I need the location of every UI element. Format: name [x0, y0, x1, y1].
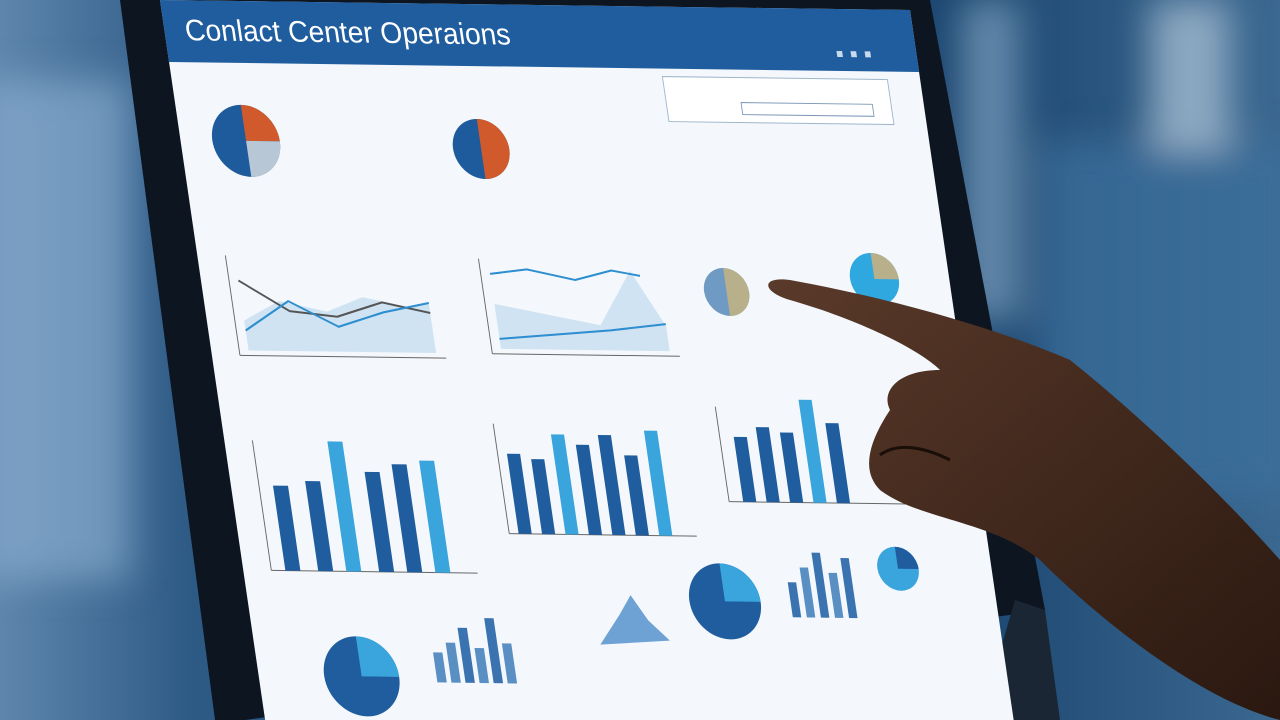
bar-chart [714, 399, 908, 505]
pie-chart [877, 546, 919, 591]
pie-chart [323, 636, 400, 717]
search-field [740, 102, 875, 117]
line-chart [478, 258, 680, 357]
pie-chart [211, 104, 281, 177]
header-bar [160, 0, 920, 73]
bar-chart [251, 440, 478, 574]
pie-chart [688, 563, 762, 640]
area-chart [600, 595, 670, 645]
bar-chart [787, 552, 858, 619]
line-chart [224, 255, 447, 359]
finger-crease [879, 445, 951, 462]
screen: Conlact Center Operaions [160, 0, 1017, 720]
pointing-hand [768, 279, 1280, 720]
pie-chart [703, 267, 750, 317]
header-icons [836, 50, 872, 58]
pie-chart [849, 252, 900, 306]
bar-chart [433, 618, 518, 684]
pie-chart [452, 118, 510, 180]
screen-bg [160, 0, 1017, 720]
dashboard-title: Conlact Center Operaions [183, 15, 513, 52]
blurred-office [0, 0, 1280, 580]
bar-chart [492, 423, 697, 537]
search-panel [661, 76, 895, 126]
